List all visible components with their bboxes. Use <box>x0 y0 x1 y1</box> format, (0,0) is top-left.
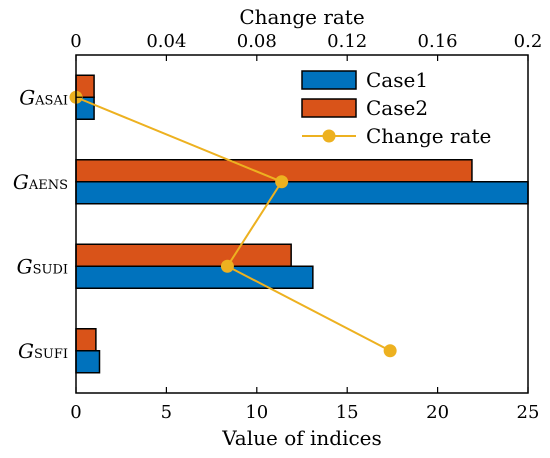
category-subscript: AENS <box>28 178 68 193</box>
legend-marker-swatch <box>322 129 336 143</box>
bar-case1-sufi <box>75 350 101 374</box>
category-label-asai: GASAI <box>19 85 68 109</box>
legend-label: Case2 <box>366 96 428 120</box>
category-subscript: ASAI <box>34 93 68 108</box>
x-bottom-tick-label: 25 <box>517 402 540 423</box>
x-top-tick-label: 0.16 <box>418 31 458 52</box>
bar-case1-aens <box>75 181 529 205</box>
change-rate-point-sufi <box>383 344 397 358</box>
x-bottom-tick-label: 10 <box>245 402 268 423</box>
bars-layer <box>75 74 529 374</box>
bar-case1-sudi <box>75 265 314 289</box>
category-label-aens: GAENS <box>13 170 68 194</box>
bar-case2-sudi <box>75 243 292 267</box>
category-subscript: SUDI <box>33 262 68 277</box>
category-label-sufi: GSUFI <box>18 339 68 363</box>
category-main: G <box>13 170 29 194</box>
x-top-tick-label: 0 <box>70 31 81 52</box>
category-label-sudi: GSUDI <box>17 254 68 278</box>
legend-swatch-case1 <box>301 70 357 90</box>
change-rate-point-sudi <box>220 259 234 273</box>
x-bottom-tick-label: 15 <box>336 402 359 423</box>
change-rate-point-aens <box>275 175 289 189</box>
legend-label: Change rate <box>366 124 491 148</box>
x-top-tick-label: 0.12 <box>327 31 367 52</box>
category-main: G <box>18 339 34 363</box>
category-subscript: SUFI <box>34 347 68 362</box>
bar-case2-sufi <box>75 328 97 352</box>
x-top-tick-label: 0.08 <box>237 31 277 52</box>
x-top-tick-label: 0.04 <box>146 31 186 52</box>
ticks-layer: 0 5 10 15 20 25 0 0.04 0.08 0.12 0.16 0.2 <box>70 31 542 423</box>
x-bottom-tick-label: 0 <box>70 402 81 423</box>
legend-swatch-case2 <box>301 98 357 118</box>
plot-frame <box>75 54 529 394</box>
category-main: G <box>17 254 33 278</box>
x-axis-bottom-title: Value of indices <box>221 426 382 450</box>
change-rate-line-layer <box>69 90 397 358</box>
x-axis-top-title: Change rate <box>239 5 364 29</box>
x-top-tick-label: 0.2 <box>514 31 543 52</box>
legend-label: Case1 <box>366 68 428 92</box>
category-main: G <box>19 85 35 109</box>
legend: Case1 Case2 Change rate <box>301 68 491 148</box>
x-bottom-tick-label: 20 <box>426 402 449 423</box>
x-bottom-tick-label: 5 <box>161 402 172 423</box>
change-rate-line <box>75 96 391 352</box>
